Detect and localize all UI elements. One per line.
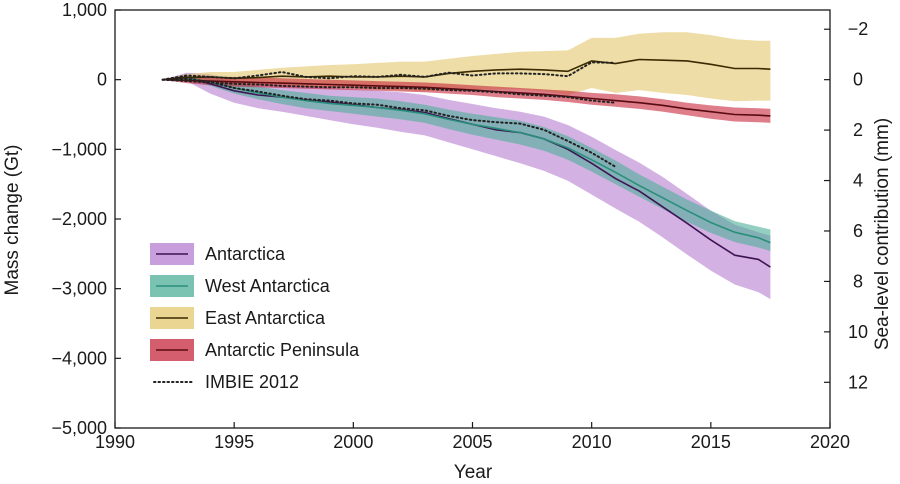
x-axis-title: Year — [454, 462, 493, 483]
x-tick-label: 2010 — [572, 432, 612, 452]
x-tick-label: 1995 — [214, 432, 254, 452]
legend-label-west-antarctica: West Antarctica — [205, 276, 331, 296]
legend-label-antarctic-peninsula: Antarctic Peninsula — [205, 340, 360, 360]
y2-tick-label: 2 — [853, 120, 863, 140]
y2-tick-label: 12 — [848, 372, 868, 392]
x-tick-label: 2005 — [452, 432, 492, 452]
x-tick-label: 2000 — [333, 432, 373, 452]
y-axis-title: Mass change (Gt) — [2, 145, 23, 296]
y-tick-label: 1,000 — [62, 0, 107, 20]
axes: 1990 1995 2000 2005 2010 2015 20201,0000−1,000… — [51, 0, 868, 452]
line-west-antarctica — [162, 77, 771, 244]
y2-tick-label: 10 — [848, 322, 868, 342]
y2-tick-label: −2 — [848, 19, 869, 39]
y2-tick-label: 4 — [853, 171, 863, 191]
y-tick-label: 0 — [97, 70, 107, 90]
legend-label-antarctica: Antarctica — [205, 244, 286, 264]
legend: Antarctica West Antarctica East Antarctica… — [150, 243, 360, 392]
y-tick-label: −4,000 — [51, 348, 107, 368]
y2-tick-label: 8 — [853, 271, 863, 291]
band-antarctic-peninsula — [162, 76, 771, 123]
imbie-2012-line-2 — [161, 78, 617, 104]
imbie-2012-lines — [161, 61, 617, 168]
legend-label-imbie-2012: IMBIE 2012 — [205, 372, 299, 392]
y-tick-label: −3,000 — [51, 279, 107, 299]
x-tick-label: 2020 — [810, 432, 850, 452]
legend-label-east-antarctica: East Antarctica — [205, 308, 326, 328]
y-tick-label: −5,000 — [51, 418, 107, 438]
y2-tick-label: 6 — [853, 221, 863, 241]
y-tick-label: −2,000 — [51, 209, 107, 229]
y2-axis-title: Sea-level contribution (mm) — [872, 118, 893, 350]
x-tick-label: 1990 — [95, 432, 135, 452]
imbie-2012-line-1 — [161, 61, 617, 81]
imbie-2012-line-3 — [161, 77, 617, 168]
line-east-antarctica — [162, 58, 771, 81]
y2-tick-label: 0 — [853, 70, 863, 90]
x-tick-label: 2015 — [691, 432, 731, 452]
y-tick-label: −1,000 — [51, 139, 107, 159]
